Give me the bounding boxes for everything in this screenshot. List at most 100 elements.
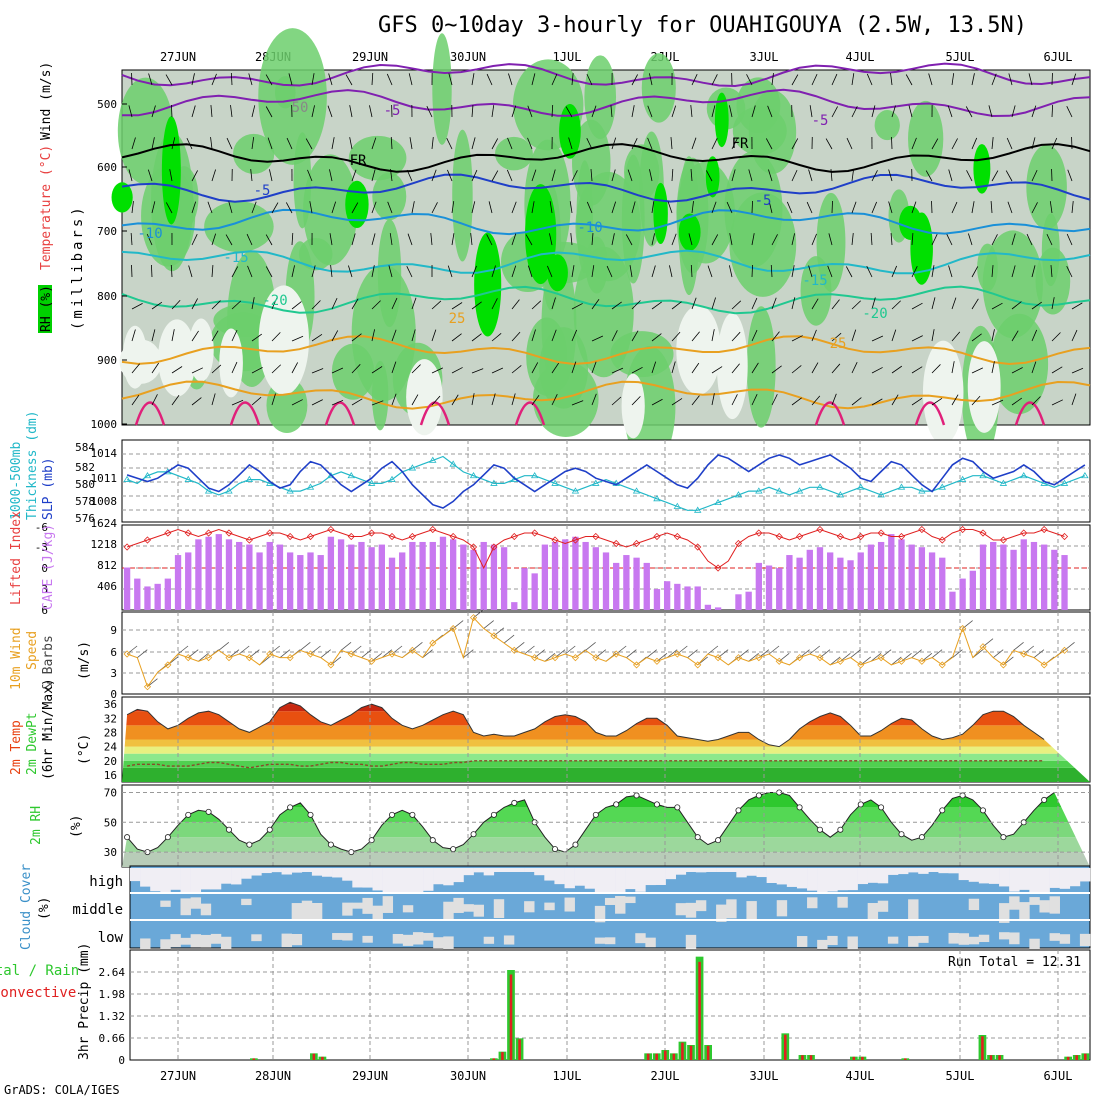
cloud-mid-gap [191,897,201,908]
cloud-high-gap [635,868,645,892]
cape-bar [593,547,599,610]
rh-patch [642,53,676,122]
precip-conv-label: Convective [0,985,76,1001]
cloud-low-gap [251,934,261,941]
cloud-mid-gap [726,899,736,918]
cloud-high-gap [554,868,564,884]
cape-bar [827,552,833,610]
cloud-low-gap [221,937,231,949]
cloud-high-gap [959,868,969,880]
rh-point [430,838,435,843]
cloud-mid-gap [463,904,473,912]
tick-label: 1.32 [99,1010,126,1023]
cloud-low-gap [1080,934,1090,946]
contour-label: 25 [830,336,847,352]
cloud-high-gap [140,868,150,887]
cape-bar [277,545,283,610]
temperature-label: Temperature (°C) [39,145,54,270]
cloud-low-gap [1050,933,1060,941]
cape-bar [195,539,201,610]
tick-label: 1000 [91,418,118,431]
cloud-low-gap [1009,932,1019,944]
tick-label: 0.66 [99,1032,126,1045]
cloud-mid-gap [777,900,787,916]
cloud-high-gap [746,868,756,876]
tick-label: 36 [104,698,117,711]
cape-bar [236,542,242,610]
cloud-high-gap [342,868,352,881]
cloud-mid-gap [1039,900,1049,912]
footer-credit: GrADS: COLA/IGES [4,1083,120,1097]
cape-bar [613,563,619,610]
conv-bar [518,1039,521,1060]
cloud-high-gap [777,868,787,884]
tick-label: 500 [97,98,117,111]
cloud-high-gap [261,868,271,873]
cloud-mid-gap [453,898,463,913]
conv-bar [321,1057,324,1060]
cape-bar [430,542,436,610]
cloud-high-gap [757,868,767,877]
rh-point [838,827,843,832]
cloud-mid-gap [837,897,847,908]
cape-bar [419,542,425,610]
contour-label: -20 [862,306,887,322]
tick-label: 2.64 [99,966,126,979]
rh-point [593,812,598,817]
cape-bar [980,545,986,610]
cape-bar [460,545,466,610]
rh-high-patch [899,206,922,240]
cape-bar [735,594,741,610]
rh-point [879,805,884,810]
cape-bar [124,568,130,611]
cloud-low-gap [181,938,191,945]
date-label: 3JUL [750,50,779,64]
rh-point [858,802,863,807]
cape-bar [959,579,965,610]
cloud-high-gap [524,868,534,872]
rh-band [122,837,1090,852]
date-label: 3JUL [750,1069,779,1083]
cloud-mid-gap [302,901,312,920]
cape-bar [817,547,823,610]
date-label: 30JUN [450,1069,486,1083]
cape-bar [888,534,894,610]
cloud-low-gap [282,934,292,947]
conv-bar [853,1057,856,1060]
tick-label: 1011 [91,472,118,485]
cloud-high-gap [150,868,160,891]
tick-label: 1.98 [99,988,126,1001]
cloud-high-gap [1009,868,1019,892]
rh-patch [378,219,401,327]
cloud-high-gap [878,868,888,883]
temp-unit: (°C) [77,734,92,765]
cape-bar [1041,545,1047,610]
rh-patch [533,361,599,437]
cloud-high-gap [575,868,585,886]
conv-bar [681,1043,684,1060]
cloud-mid-gap [686,903,696,918]
cloud-low-gap [605,937,615,944]
wind-label-2: Speed [25,631,40,670]
conv-bar [1067,1057,1070,1060]
cloud-high-gap [898,868,908,874]
cloud-high-gap [787,868,797,887]
rh-point [634,793,639,798]
cloud-mid-gap [292,903,302,921]
tick-label: 30 [104,846,117,859]
run-total: Run Total = 12.31 [948,955,1081,970]
rh-patch [204,201,274,252]
cloud-high-gap [302,868,312,872]
cloud-low-gap [645,938,655,948]
cape-bar [348,545,354,610]
cloud-mid-gap [383,896,393,913]
cloud-mid-gap [565,898,575,912]
cape-bar [970,571,976,610]
cloud-mid-gap [362,898,372,914]
li-label: Lifted Index [9,511,24,605]
cape-bar [542,545,548,610]
cloud-mid-gap [312,903,322,920]
cape-bar [858,552,864,610]
cloud-high-gap [888,868,898,875]
